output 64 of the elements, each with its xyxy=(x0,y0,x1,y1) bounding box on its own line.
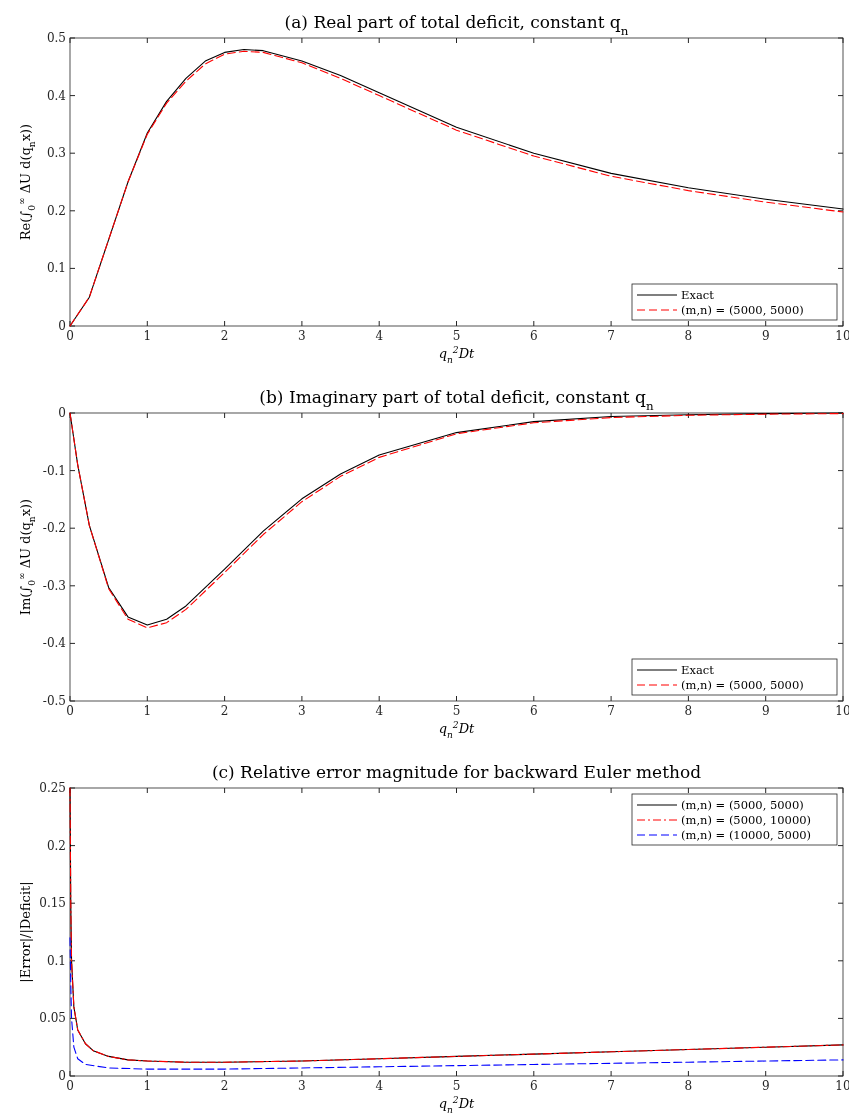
chart-title: (b) Imaginary part of total deficit, constant q$_{n}$ xyxy=(259,387,654,413)
x-tick-label: 5 xyxy=(452,1079,461,1093)
y-tick-label: 0.5 xyxy=(46,31,66,45)
x-tick-label: 6 xyxy=(529,704,538,718)
y-tick-label: 0.4 xyxy=(46,88,67,103)
x-axis-title: q$_{n}$$^{2}$Dt xyxy=(438,720,476,740)
y-tick-label: 0.2 xyxy=(46,838,66,853)
x-tick-label: 4 xyxy=(375,1079,384,1093)
x-tick-label: 4 xyxy=(375,704,384,718)
x-tick-label: 9 xyxy=(761,704,770,718)
y-tick-label: -0.4 xyxy=(42,636,67,651)
x-tick-label: 8 xyxy=(684,329,693,343)
y-axis-title: |Error|/|Deficit| xyxy=(18,881,33,983)
x-tick-label: 1 xyxy=(143,704,152,718)
line-series xyxy=(69,937,844,1070)
x-tick-label: 10 xyxy=(835,704,851,718)
x-tick-label: 6 xyxy=(529,1079,538,1093)
y-tick-label: -0.1 xyxy=(42,463,66,478)
chart-title: (a) Real part of total deficit, constant q$_{n}$ xyxy=(284,12,629,38)
y-tick-label: 0.25 xyxy=(39,781,66,795)
y-tick-label: 0.15 xyxy=(39,896,66,911)
x-axis-title: q$_{n}$$^{2}$Dt xyxy=(438,345,476,365)
legend-label: (m,n) = (5000, 10000) xyxy=(681,813,812,827)
y-tick-label: 0 xyxy=(58,1069,66,1083)
x-tick-label: 7 xyxy=(607,704,615,718)
y-tick-label: 0.05 xyxy=(39,1011,66,1026)
x-tick-label: 10 xyxy=(835,329,851,343)
x-tick-label: 2 xyxy=(220,329,229,343)
x-tick-label: 7 xyxy=(607,329,615,343)
legend-label: Exact xyxy=(681,288,715,302)
x-tick-label: 3 xyxy=(298,329,306,343)
y-tick-label: 0.1 xyxy=(46,953,66,968)
x-tick-label: 8 xyxy=(684,1079,693,1093)
y-tick-label: 0.3 xyxy=(46,146,66,161)
y-tick-label: -0.2 xyxy=(42,521,66,536)
x-tick-label: 5 xyxy=(452,704,461,718)
x-tick-label: 9 xyxy=(761,329,770,343)
x-tick-label: 5 xyxy=(452,329,461,343)
legend-label: (m,n) = (5000, 5000) xyxy=(681,678,804,692)
x-tick-label: 9 xyxy=(761,1079,770,1093)
legend-label: (m,n) = (10000, 5000) xyxy=(681,828,812,842)
chart-title: (c) Relative error magnitude for backward Euler method xyxy=(211,762,702,782)
x-tick-label: 1 xyxy=(143,1079,152,1093)
x-tick-label: 10 xyxy=(835,1079,851,1093)
y-tick-label: 0 xyxy=(58,319,66,333)
x-axis-title: q$_{n}$$^{2}$Dt xyxy=(438,1095,476,1115)
x-tick-label: 2 xyxy=(220,1079,229,1093)
x-tick-label: 3 xyxy=(298,704,306,718)
legend-label: Exact xyxy=(681,663,715,677)
x-tick-label: 7 xyxy=(607,1079,615,1093)
x-tick-label: 6 xyxy=(529,329,538,343)
y-tick-label: -0.5 xyxy=(42,694,66,708)
x-tick-label: 8 xyxy=(684,704,693,718)
legend-label: (m,n) = (5000, 5000) xyxy=(681,798,804,812)
y-tick-label: 0.2 xyxy=(46,203,66,218)
y-tick-label: 0 xyxy=(58,406,66,420)
legend-label: (m,n) = (5000, 5000) xyxy=(681,303,804,317)
x-tick-label: 3 xyxy=(298,1079,306,1093)
y-tick-label: 0.1 xyxy=(46,261,66,276)
line-series xyxy=(69,787,844,1063)
x-tick-label: 2 xyxy=(220,704,229,718)
y-tick-label: -0.3 xyxy=(42,578,66,593)
x-tick-label: 1 xyxy=(143,329,152,343)
x-tick-label: 4 xyxy=(375,329,384,343)
